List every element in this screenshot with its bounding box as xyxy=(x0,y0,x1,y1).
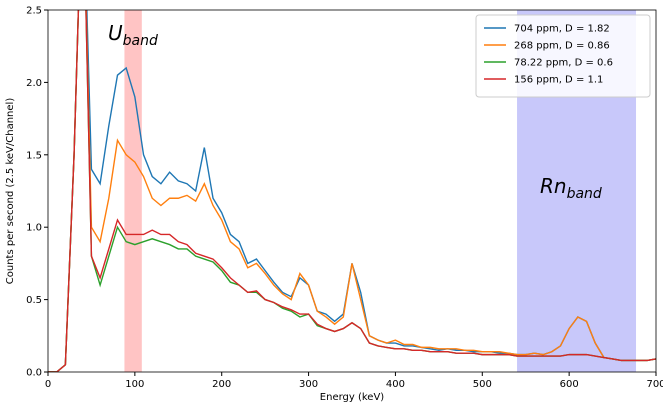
legend-label: 704 ppm, D = 1.82 xyxy=(514,24,610,35)
annotation-text: Rn xyxy=(540,174,567,198)
x-tick-label: 300 xyxy=(299,379,318,390)
y-tick-label: 0.5 xyxy=(26,295,42,306)
legend-frame xyxy=(475,14,651,98)
legend: 704 ppm, D = 1.82 268 ppm, D = 0.86 78.22 … xyxy=(475,14,651,98)
legend-label: 268 ppm, D = 0.86 xyxy=(514,41,610,52)
series-line xyxy=(48,10,656,372)
x-tick-label: 100 xyxy=(125,379,144,390)
shaded-band xyxy=(124,10,142,372)
x-tick-label: 400 xyxy=(386,379,405,390)
annotation-subscript: band xyxy=(567,186,602,202)
x-axis-label: Energy (keV) xyxy=(320,392,385,403)
y-tick-label: 2.5 xyxy=(26,6,42,17)
y-axis-label: Counts per second (2.5 keV/Channel) xyxy=(5,98,16,285)
x-tick-label: 500 xyxy=(473,379,492,390)
annotation-subscript: band xyxy=(123,33,158,49)
annotation: Rnband xyxy=(540,174,602,202)
x-tick-label: 700 xyxy=(646,379,663,390)
y-tick-label: 1.5 xyxy=(26,150,42,161)
legend-label: 156 ppm, D = 1.1 xyxy=(514,75,603,86)
x-tick-label: 0 xyxy=(45,379,51,390)
y-tick-label: 0.0 xyxy=(26,368,42,379)
series-line xyxy=(48,10,656,372)
annotation-text: U xyxy=(108,21,123,45)
y-tick-label: 2.0 xyxy=(26,78,42,89)
axes-frame xyxy=(47,9,657,373)
y-tick-label: 1.0 xyxy=(26,223,42,234)
legend-label: 78.22 ppm, D = 0.6 xyxy=(514,58,613,69)
x-tick-label: 200 xyxy=(212,379,231,390)
x-tick-label: 600 xyxy=(560,379,579,390)
annotation: Uband xyxy=(108,21,158,49)
